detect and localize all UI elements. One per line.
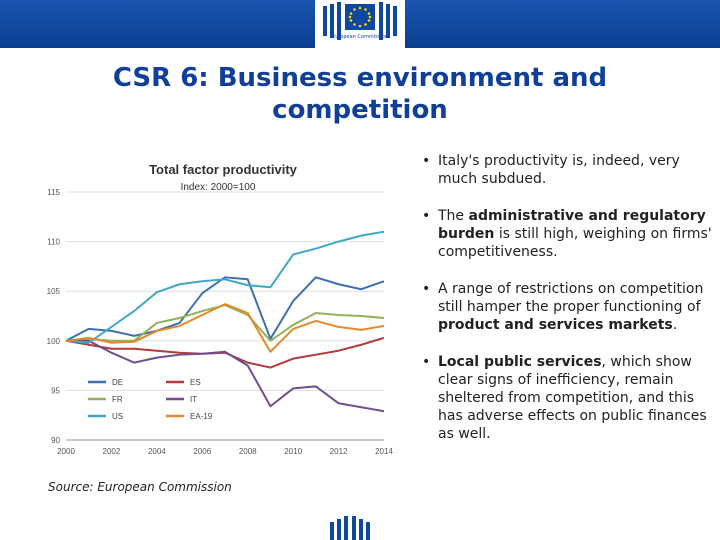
legend-label: DE: [112, 378, 123, 387]
bullet-text-part: The: [438, 208, 469, 224]
bullet-item: • Italy's productivity is, indeed, very m…: [420, 152, 712, 188]
bullet-text: The administrative and regulatory burden…: [438, 208, 712, 260]
x-tick-label: 2010: [284, 447, 302, 456]
y-tick-label: 90: [51, 436, 60, 445]
x-tick-label: 2006: [193, 447, 211, 456]
legend-label: ES: [190, 378, 201, 387]
x-tick-label: 2014: [375, 447, 393, 456]
bullet-item: • Local public services, which show clear…: [420, 353, 712, 443]
series-line-ea-19: [65, 303, 385, 353]
legend-label: FR: [112, 395, 123, 404]
legend-label: EA-19: [190, 412, 213, 421]
x-tick-labels: 2000 2002 2004 2006 2008 2010 2012 2014: [57, 447, 393, 456]
slide-title: CSR 6: Business environment and competit…: [112, 63, 608, 125]
tfp-chart: Total factor productivity Index: 2000=10…: [28, 150, 418, 500]
bullet-item: • The administrative and regulatory burde…: [420, 207, 712, 261]
bullet-text-part: Italy's productivity is, indeed, very mu…: [438, 153, 680, 187]
series-line-it: [66, 339, 385, 413]
logo-text: European Commission: [332, 34, 388, 40]
chart-legend: DE ES FR IT US EA-19: [88, 378, 213, 421]
y-tick-label: 105: [47, 287, 61, 296]
x-tick-label: 2012: [330, 447, 348, 456]
y-tick-labels: 90 95 100 105 110 115: [47, 188, 61, 445]
bullet-bold-text: Local public services: [438, 354, 602, 370]
legend-label: US: [112, 412, 123, 421]
bullet-text: A range of restrictions on competition s…: [438, 281, 703, 333]
x-tick-label: 2000: [57, 447, 75, 456]
bullet-icon: •: [422, 208, 431, 224]
chart-title: Total factor productivity: [149, 162, 298, 177]
bullet-icon: •: [422, 153, 431, 169]
bullet-icon: •: [422, 281, 431, 297]
bullet-text: Local public services, which show clear …: [438, 354, 707, 442]
chart-subtitle: Index: 2000=100: [181, 182, 256, 193]
bullet-text: Italy's productivity is, indeed, very mu…: [438, 153, 680, 187]
legend-label: IT: [190, 395, 197, 404]
y-tick-label: 100: [47, 337, 61, 346]
bottom-decoration: [330, 516, 370, 540]
bullet-text-part: A range of restrictions on competition s…: [438, 281, 704, 315]
y-tick-label: 110: [47, 238, 60, 247]
y-tick-label: 115: [47, 188, 60, 197]
bullet-bold-text: administrative and regulatory burden: [438, 208, 706, 242]
y-tick-label: 95: [51, 386, 60, 395]
chart-grid: [66, 191, 384, 441]
bullet-icon: •: [422, 354, 431, 370]
x-tick-label: 2004: [148, 447, 166, 456]
bullet-text-part: , which show clear signs of inefficiency…: [438, 354, 707, 442]
tfp-chart-svg: Total factor productivity Index: 2000=10…: [47, 162, 394, 456]
series-line-us: [65, 230, 385, 344]
bullet-bold-text: product and services markets: [438, 317, 673, 333]
chart-series-lines: [65, 230, 385, 413]
bullet-text-part: is still high, weighing on firms' compet…: [438, 226, 712, 260]
x-tick-label: 2002: [103, 447, 121, 456]
bullet-item: • A range of restrictions on competition …: [420, 280, 712, 334]
series-line-fr: [65, 304, 385, 342]
european-commission-logo: European Commission: [315, 0, 405, 64]
series-line-de: [65, 276, 385, 342]
bullet-text-part: .: [672, 317, 678, 333]
source-note: Source: European Commission: [48, 480, 232, 494]
x-tick-label: 2008: [239, 447, 257, 456]
bullet-list: • Italy's productivity is, indeed, very m…: [420, 152, 712, 462]
